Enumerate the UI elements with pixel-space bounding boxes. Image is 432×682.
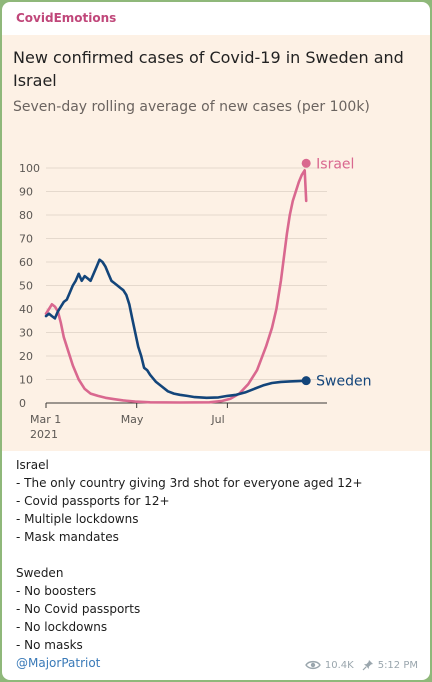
y-tick-label: 20 [19, 350, 33, 363]
series-end-marker-sweden [301, 376, 311, 386]
chart-subtitle: Seven-day rolling average of new cases (… [13, 99, 370, 115]
chart-card[interactable]: New confirmed cases of Covid-19 in Swede… [2, 35, 430, 451]
message-line: Israel [16, 458, 49, 472]
y-tick-label: 90 [19, 186, 33, 199]
x-tick-label: May [121, 413, 144, 426]
message-meta: 10.4K 5:12 PM [305, 659, 418, 671]
message-line: - No Covid passports [16, 602, 141, 616]
y-tick-label: 30 [19, 327, 33, 340]
chart-title: New confirmed cases of Covid-19 in Swede… [13, 48, 404, 90]
eye-icon [305, 660, 321, 670]
pin-icon [362, 660, 373, 671]
y-tick-label: 10 [19, 374, 33, 387]
message-line: - Multiple lockdowns [16, 512, 139, 526]
series-end-marker-israel [301, 158, 311, 168]
y-tick-label: 100 [19, 162, 40, 175]
mention-link[interactable]: @MajorPatriot [16, 656, 101, 670]
series-label-sweden: Sweden [316, 374, 371, 390]
message-line: - Mask mandates [16, 530, 119, 544]
message-line: - No masks [16, 638, 83, 652]
timestamp: 5:12 PM [377, 659, 418, 671]
series-line-sweden [44, 258, 308, 400]
series-line-israel [44, 169, 308, 404]
series-label-israel: Israel [316, 156, 354, 172]
message-text: Israel - The only country giving 3rd shot… [16, 456, 416, 654]
x-tick-label: Mar 1 [30, 413, 61, 426]
line-chart: 0 10 20 30 40 50 60 70 80 90 100 Mar 1 2021 May Jul Isr… [19, 156, 372, 441]
y-tick-label: 40 [19, 303, 33, 316]
view-count: 10.4K [324, 659, 354, 671]
channel-name[interactable]: CovidEmotions [16, 11, 117, 25]
message-line [16, 546, 416, 564]
y-tick-label: 0 [19, 397, 26, 410]
message-line: - No lockdowns [16, 620, 108, 634]
x-tick-sublabel: 2021 [30, 428, 58, 441]
message-line: - Covid passports for 12+ [16, 494, 170, 508]
message-line: - No boosters [16, 584, 97, 598]
x-tick-label: Jul [210, 413, 224, 426]
y-tick-label: 80 [19, 209, 33, 222]
y-tick-label: 50 [19, 280, 33, 293]
message-line: - The only country giving 3rd shot for e… [16, 476, 363, 490]
y-tick-label: 70 [19, 233, 33, 246]
y-tick-label: 60 [19, 256, 33, 269]
message-line: Sweden [16, 566, 64, 580]
